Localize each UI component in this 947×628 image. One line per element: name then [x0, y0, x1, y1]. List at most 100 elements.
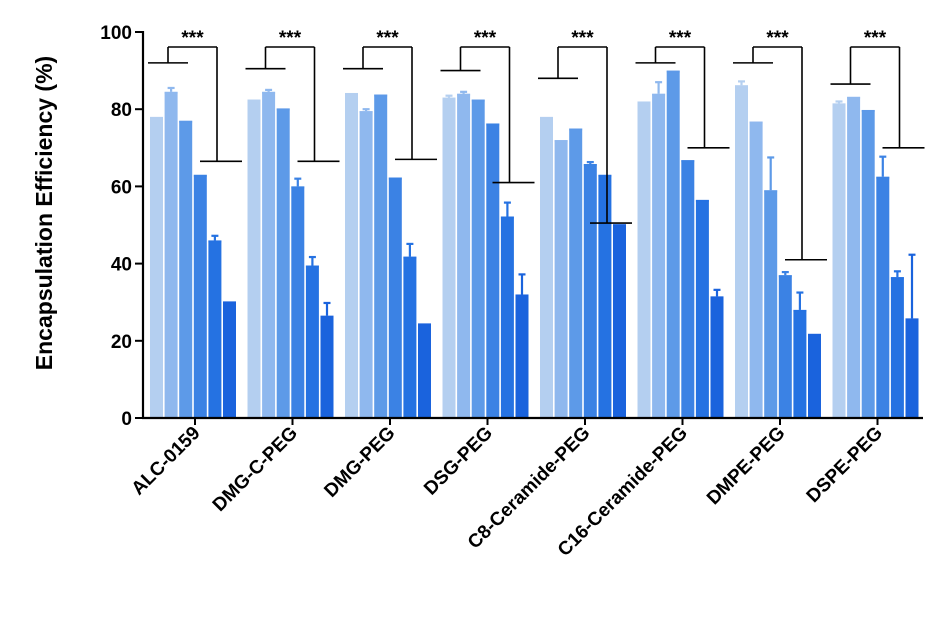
- bar-dsg-peg-2: [457, 93, 471, 418]
- y-axis-label: Encapsulation Efficiency (%): [31, 56, 57, 370]
- bar-dsg-peg-5: [500, 216, 514, 418]
- bar-cap-dspe-peg-5: [890, 277, 904, 280]
- bar-alc-0159-6: [223, 301, 236, 418]
- bar-cap-dsg-peg-6: [515, 294, 529, 297]
- bar-dspe-peg-2: [847, 96, 861, 419]
- bar-cap-c8-ceramide-peg-3: [569, 128, 583, 131]
- bar-cap-dmg-peg-1: [345, 92, 358, 95]
- bar-dspe-peg-3: [861, 109, 875, 419]
- bar-cap-dmpe-peg-6: [808, 333, 821, 336]
- y-tick-label-100: 100: [100, 23, 132, 44]
- significance-brackets-layer: [148, 46, 925, 261]
- significance-label-5: ***: [571, 28, 594, 49]
- bar-alc-0159-1: [150, 116, 163, 419]
- error-bars-layer: [167, 80, 916, 319]
- bar-dmg-c-peg-3: [276, 108, 290, 418]
- bar-dmg-peg-5: [403, 256, 417, 418]
- bar-cap-dmpe-peg-1: [735, 85, 748, 88]
- bar-c16-ceramide-peg-2: [652, 93, 666, 418]
- bar-cap-dspe-peg-3: [861, 109, 875, 112]
- bar-c8-ceramide-peg-1: [540, 116, 553, 419]
- y-tick-label-60: 60: [111, 177, 132, 198]
- bar-cap-alc-0159-5: [208, 240, 222, 243]
- bar-cap-dsg-peg-2: [457, 93, 471, 96]
- bar-cap-dmg-peg-4: [388, 177, 402, 180]
- bar-cap-dmg-c-peg-3: [276, 108, 290, 111]
- category-label-dsg-peg: DSG-PEG: [420, 423, 497, 500]
- bar-dmg-peg-1: [345, 92, 358, 418]
- y-tick-label-80: 80: [111, 100, 132, 121]
- bar-dmg-c-peg-1: [247, 99, 261, 419]
- bar-alc-0159-3: [179, 120, 193, 418]
- bar-cap-alc-0159-3: [179, 120, 193, 123]
- bar-cap-dmg-peg-2: [359, 111, 373, 114]
- bar-cap-dmg-peg-3: [374, 94, 388, 97]
- bar-cap-dsg-peg-4: [486, 123, 500, 126]
- bar-dmpe-peg-3: [764, 190, 778, 418]
- bar-dspe-peg-5: [890, 277, 904, 418]
- bar-dmg-peg-2: [359, 111, 373, 418]
- axes-layer: [135, 31, 923, 425]
- bar-cap-c16-ceramide-peg-2: [652, 93, 666, 96]
- bar-cap-c16-ceramide-peg-1: [637, 101, 651, 104]
- bar-c16-ceramide-peg-4: [681, 160, 695, 419]
- bar-c8-ceramide-peg-6: [613, 224, 626, 418]
- bar-cap-dmg-peg-6: [418, 323, 431, 326]
- bar-cap-dmpe-peg-5: [793, 309, 807, 312]
- bar-cap-dmg-c-peg-2: [262, 91, 276, 94]
- bar-dspe-peg-4: [876, 176, 890, 418]
- bar-c8-ceramide-peg-2: [554, 140, 568, 418]
- bar-cap-dspe-peg-1: [832, 103, 846, 106]
- bar-dmg-c-peg-5: [305, 265, 319, 418]
- bar-cap-c16-ceramide-peg-3: [666, 70, 680, 73]
- bar-dmpe-peg-5: [793, 309, 807, 418]
- bar-dmpe-peg-1: [735, 85, 748, 418]
- bar-dsg-peg-6: [515, 294, 529, 418]
- bar-dmpe-peg-4: [778, 275, 792, 418]
- bar-cap-dmg-c-peg-5: [305, 265, 319, 268]
- bar-cap-dspe-peg-2: [847, 96, 861, 99]
- bar-cap-c8-ceramide-peg-1: [540, 116, 553, 119]
- bar-dmpe-peg-6: [808, 333, 821, 418]
- bar-cap-dsg-peg-1: [442, 97, 456, 100]
- bar-cap-c16-ceramide-peg-4: [681, 160, 695, 163]
- bar-dspe-peg-1: [832, 103, 846, 418]
- significance-label-6: ***: [669, 28, 692, 49]
- bar-dmg-c-peg-4: [291, 186, 305, 418]
- bar-dsg-peg-1: [442, 97, 456, 419]
- category-label-dmg-c-peg: DMG-C-PEG: [209, 423, 302, 516]
- y-tick-label-40: 40: [111, 255, 132, 276]
- bar-c8-ceramide-peg-3: [569, 128, 583, 418]
- bar-c16-ceramide-peg-1: [637, 101, 651, 418]
- bar-dmpe-peg-2: [749, 121, 763, 418]
- bars-layer: [150, 70, 919, 419]
- bar-alc-0159-5: [208, 240, 222, 418]
- bar-cap-dmg-c-peg-1: [247, 99, 261, 102]
- bar-dsg-peg-3: [471, 99, 485, 419]
- bar-alc-0159-2: [164, 91, 178, 418]
- bar-cap-alc-0159-6: [223, 301, 236, 304]
- significance-label-8: ***: [864, 28, 887, 49]
- bar-dmg-c-peg-2: [262, 91, 276, 418]
- category-label-alc-0159: ALC-0159: [128, 423, 205, 500]
- bar-cap-dmpe-peg-2: [749, 121, 763, 124]
- bar-cap-c8-ceramide-peg-2: [554, 140, 568, 143]
- bar-cap-dmg-c-peg-6: [320, 315, 334, 318]
- bar-c16-ceramide-peg-6: [710, 296, 724, 418]
- bar-cap-alc-0159-1: [150, 116, 163, 119]
- category-label-dmg-peg: DMG-PEG: [320, 423, 399, 502]
- bar-cap-dspe-peg-6: [905, 318, 919, 321]
- bar-cap-c8-ceramide-peg-6: [613, 224, 626, 227]
- bar-dmg-peg-3: [374, 94, 388, 419]
- bar-c16-ceramide-peg-5: [695, 199, 709, 418]
- bar-cap-dspe-peg-4: [876, 176, 890, 179]
- significance-label-3: ***: [376, 28, 399, 49]
- bar-cap-dmg-c-peg-4: [291, 186, 305, 189]
- bar-cap-dsg-peg-5: [500, 216, 514, 219]
- bar-cap-c8-ceramide-peg-4: [583, 164, 597, 167]
- y-tick-label-20: 20: [111, 332, 132, 353]
- bar-c8-ceramide-peg-4: [583, 164, 597, 418]
- significance-label-2: ***: [279, 28, 302, 49]
- bar-dmg-peg-6: [418, 323, 431, 418]
